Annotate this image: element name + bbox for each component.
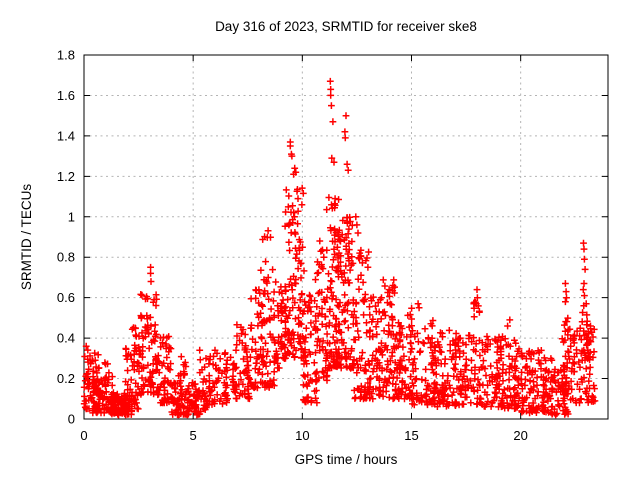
y-tick-label: 1.6 <box>57 88 75 103</box>
gridlines <box>84 55 608 419</box>
scatter-plus-markers <box>80 77 599 419</box>
y-tick-label: 0.2 <box>57 371 75 386</box>
data-points <box>80 77 599 419</box>
y-tick-label: 1.2 <box>57 169 75 184</box>
x-tick-label: 15 <box>404 428 418 443</box>
chart-title: Day 316 of 2023, SRMTID for receiver ske… <box>215 19 477 34</box>
x-tick-label: 0 <box>80 428 87 443</box>
axes: 0 5 10 15 20 0 0.2 0.4 0.6 0.8 1 1.2 1.4 1.6 1.8 <box>57 48 609 443</box>
y-tick-label: 0 <box>68 412 75 427</box>
x-tick-label: 20 <box>513 428 527 443</box>
grid-dotted-lines <box>84 55 608 419</box>
y-tick-label: 1.8 <box>57 48 75 63</box>
y-tick-label: 1 <box>68 209 75 224</box>
x-tick-label: 10 <box>295 428 309 443</box>
y-tick-label: 1.4 <box>57 128 75 143</box>
y-axis-label: SRMTID / TECUs <box>19 184 34 291</box>
x-axis-label: GPS time / hours <box>295 452 398 467</box>
x-tick-label: 5 <box>190 428 197 443</box>
y-tick-label: 0.4 <box>57 331 75 346</box>
y-tick-label: 0.6 <box>57 290 75 305</box>
plot-border <box>83 54 609 420</box>
y-tick-label: 0.8 <box>57 250 75 265</box>
